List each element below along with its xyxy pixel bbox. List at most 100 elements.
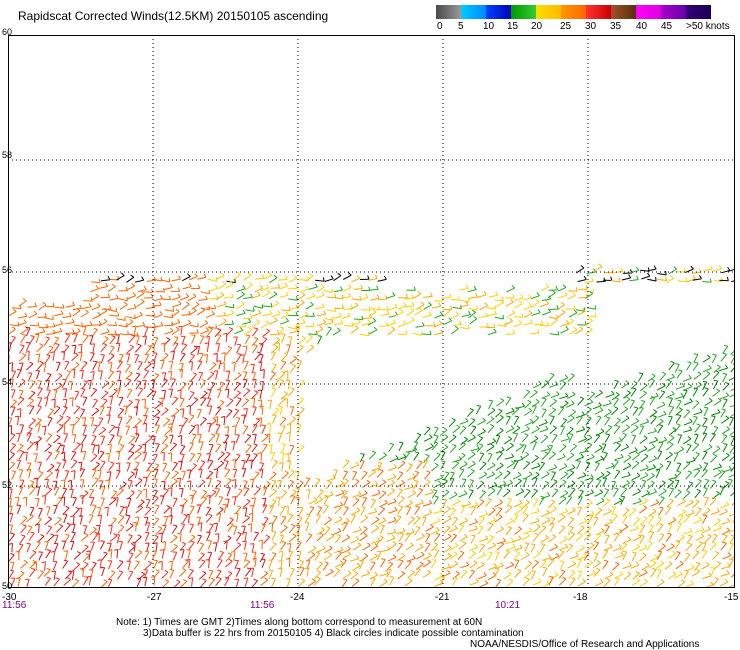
- wind-barb-flag: [283, 391, 288, 395]
- wind-barb-flag: [400, 309, 404, 313]
- wind-barb: [92, 361, 98, 370]
- wind-barb-flag: [266, 289, 271, 293]
- wind-barb-flag: [51, 398, 56, 401]
- wind-barb-flag: [108, 395, 113, 398]
- wind-barb: [79, 409, 86, 418]
- wind-barb-flag: [440, 329, 444, 334]
- wind-barb-flag: [625, 415, 630, 419]
- wind-barb: [540, 286, 550, 292]
- wind-barb-flag: [241, 414, 246, 416]
- wind-barb: [511, 408, 520, 416]
- wind-barb: [640, 421, 649, 426]
- wind-barb: [279, 320, 289, 325]
- wind-barb-flag: [205, 327, 210, 331]
- wind-barb-flag: [716, 364, 721, 368]
- wind-barb: [44, 355, 51, 364]
- wind-barb-flag: [403, 302, 407, 307]
- wind-barb: [260, 287, 270, 292]
- wind-barb-flag: [330, 275, 334, 280]
- wind-barb-flag: [103, 398, 108, 401]
- wind-barb-flag: [473, 285, 477, 290]
- wind-barb-flag: [671, 373, 675, 378]
- wind-barb: [27, 399, 34, 408]
- wind-barb: [28, 392, 36, 400]
- wind-barb-flag: [195, 301, 200, 305]
- wind-barb: [459, 420, 469, 425]
- wind-barb: [125, 372, 133, 380]
- wind-barb: [126, 389, 133, 398]
- wind-barb-flag: [724, 364, 729, 369]
- wind-barb: [227, 389, 230, 399]
- wind-barb: [109, 336, 116, 345]
- wind-barb-flag: [322, 319, 327, 323]
- wind-barb: [209, 364, 217, 371]
- wind-barb: [297, 326, 300, 336]
- wind-barb-flag: [533, 389, 538, 393]
- wind-barb-flag: [229, 398, 234, 401]
- wind-barb: [533, 323, 543, 326]
- wind-barb-flag: [275, 407, 280, 411]
- wind-barb: [253, 419, 261, 428]
- wind-barb-flag: [140, 290, 145, 294]
- wind-barb: [299, 288, 309, 293]
- wind-barb: [180, 326, 183, 336]
- wind-barb: [251, 295, 261, 299]
- wind-barb: [621, 277, 631, 281]
- wind-barb: [26, 428, 33, 437]
- wind-barb: [702, 281, 712, 283]
- wind-barb-flag: [201, 379, 206, 382]
- wind-barb: [623, 392, 631, 399]
- wind-barb-flag: [471, 417, 476, 421]
- wind-barb-flag: [201, 307, 205, 311]
- wind-barb: [28, 313, 38, 319]
- wind-barb-flag: [525, 389, 530, 393]
- wind-barb: [71, 354, 79, 362]
- wind-barb: [251, 364, 255, 374]
- wind-barb-flag: [39, 360, 44, 364]
- wind-barb: [215, 335, 222, 344]
- wind-barb: [639, 392, 647, 399]
- legend-swatch-15-20: [511, 5, 536, 19]
- wind-barb: [92, 371, 95, 381]
- wind-barb: [163, 287, 173, 291]
- wind-barb-flag: [75, 405, 80, 408]
- wind-barb: [532, 383, 542, 389]
- wind-barb-flag: [187, 273, 191, 277]
- wind-barb: [289, 365, 297, 374]
- wind-barb-flag: [224, 388, 229, 391]
- wind-barb: [37, 397, 43, 407]
- wind-barb: [207, 389, 212, 399]
- wind-barb-flag: [110, 345, 115, 348]
- wind-barb-flag: [594, 312, 597, 317]
- wind-barb-flag: [512, 329, 516, 334]
- wind-barb-flag: [587, 416, 592, 419]
- wind-barb-flag: [202, 416, 207, 420]
- wind-barb: [207, 278, 218, 282]
- wind-barb: [505, 410, 515, 415]
- wind-barb-flag: [589, 398, 594, 403]
- wind-barb-flag: [29, 398, 34, 401]
- wind-barb-flag: [359, 296, 362, 301]
- wind-barb-flag: [141, 398, 146, 401]
- wind-barb-flag: [279, 379, 285, 382]
- wind-barb-flag: [62, 304, 65, 309]
- wind-barb: [137, 361, 143, 371]
- wind-barb-flag: [142, 422, 147, 425]
- wind-barb: [720, 409, 726, 418]
- wind-barb: [187, 296, 197, 302]
- wind-barb: [89, 352, 95, 362]
- wind-barb: [550, 394, 560, 399]
- wind-barb-flag: [60, 423, 65, 426]
- wind-barb-flag: [50, 351, 55, 354]
- wind-barb-flag: [87, 379, 92, 382]
- wind-barb: [513, 323, 522, 328]
- wind-barb: [549, 333, 559, 336]
- wind-barb: [90, 288, 99, 293]
- wind-barb-flag: [237, 372, 242, 376]
- wind-barb-flag: [12, 308, 17, 312]
- wind-barb: [64, 334, 71, 343]
- wind-barb-flag: [49, 345, 54, 348]
- wind-barb-flag: [428, 302, 432, 306]
- wind-barb-flag: [627, 390, 631, 394]
- wind-barb-flag: [561, 309, 566, 313]
